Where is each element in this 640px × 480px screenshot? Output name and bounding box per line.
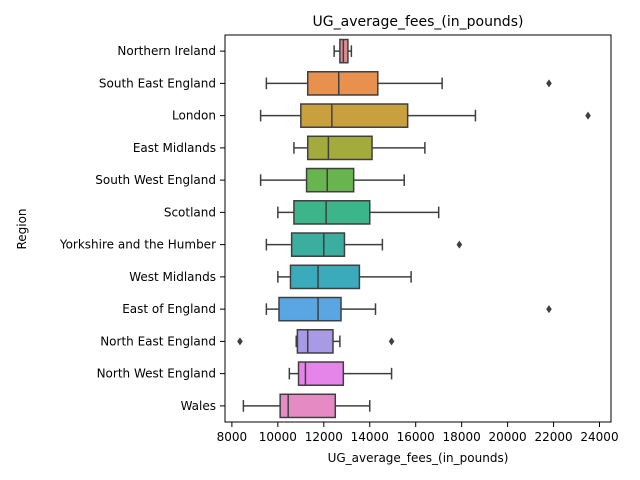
x-axis: 8000 10000 12000 14000 16000 18000 20000 22000 2… [217,422,619,444]
x-tick-label: 10000 [259,430,297,444]
iqr-box [279,393,337,419]
y-tick-label: East of England [122,302,216,316]
outlier-point [456,240,463,249]
x-tick-label: 22000 [534,430,572,444]
iqr-box [278,296,342,322]
y-tick-label: Wales [181,399,216,413]
iqr-box [305,167,355,193]
x-tick-label: 8000 [217,430,248,444]
iqr-box [306,135,373,161]
box-6 [277,200,440,225]
outlier-point [585,111,591,120]
outlier-point [388,337,395,346]
x-tick-label: 12000 [305,430,343,444]
box-3 [259,103,591,128]
iqr-box [300,103,409,128]
box-7 [265,232,463,257]
box-10 [237,329,395,354]
box-4 [293,135,426,161]
y-tick-label: North West England [97,367,216,381]
box-2 [265,71,552,96]
y-tick-label: Yorkshire and the Humber [59,238,216,252]
y-tick-label: Northern Ireland [117,44,216,58]
x-axis-label: UG_average_fees_(in_pounds) [328,451,509,465]
iqr-box [306,71,379,96]
box-5 [259,167,405,193]
y-axis-label: Region [15,208,29,249]
outlier-point [546,79,552,88]
plot-frame [224,34,612,423]
box-1 [333,38,353,64]
iqr-box [296,329,334,354]
iqr-box [290,232,346,257]
x-tick-label: 24000 [580,430,618,444]
box-8 [277,264,412,290]
x-tick-label: 14000 [351,430,389,444]
iqr-box [297,361,345,386]
box-12 [242,393,371,419]
y-tick-label: South East England [99,76,216,90]
box-11 [288,361,393,386]
iqr-box [293,200,371,225]
y-tick-label: North East England [100,334,216,348]
x-tick-label: 16000 [397,430,435,444]
box-9 [265,296,552,322]
outlier-point [237,337,243,346]
y-tick-label: East Midlands [133,141,216,155]
y-tick-label: London [172,109,216,123]
iqr-box [289,264,361,290]
y-axis: Northern Ireland South East England London… [59,44,225,413]
y-tick-label: South West England [95,173,216,187]
y-tick-label: West Midlands [129,270,216,284]
chart-title: UG_average_fees_(in_pounds) [313,14,524,30]
x-tick-label: 20000 [489,430,527,444]
y-tick-label: Scotland [164,205,216,219]
outlier-point [546,305,552,314]
plot-area [237,38,591,419]
x-tick-label: 18000 [443,430,481,444]
